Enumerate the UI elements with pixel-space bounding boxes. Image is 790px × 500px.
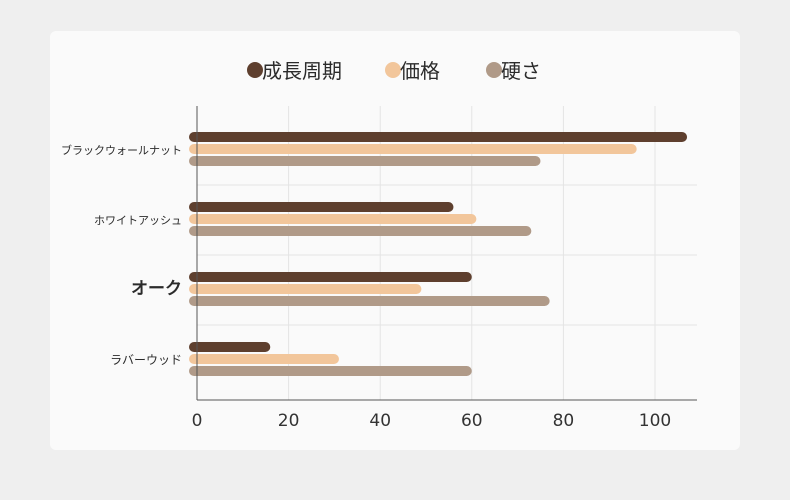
bar bbox=[189, 284, 422, 294]
x-tick-label: 60 bbox=[461, 411, 483, 431]
category-label: ブラックウォールナット bbox=[61, 143, 182, 157]
bar bbox=[189, 366, 472, 376]
chart-card bbox=[50, 31, 740, 450]
bar bbox=[189, 354, 339, 364]
bar bbox=[189, 132, 688, 142]
bar bbox=[189, 144, 637, 154]
legend-swatch-icon bbox=[486, 62, 502, 78]
category-label: オーク bbox=[131, 279, 182, 299]
legend-label: 成長周期 bbox=[262, 59, 342, 83]
category-label: ラバーウッド bbox=[110, 353, 182, 367]
legend-label: 価格 bbox=[400, 59, 440, 83]
x-tick-label: 0 bbox=[192, 411, 203, 431]
x-tick-label: 40 bbox=[369, 411, 391, 431]
bar bbox=[189, 342, 271, 352]
bar bbox=[189, 202, 454, 212]
bar bbox=[189, 214, 477, 224]
legend-swatch-icon bbox=[385, 62, 401, 78]
x-tick-label: 80 bbox=[553, 411, 575, 431]
bar bbox=[189, 272, 472, 282]
legend-label: 硬さ bbox=[501, 59, 541, 83]
bar bbox=[189, 156, 541, 166]
axes bbox=[196, 106, 697, 401]
x-tick-label: 100 bbox=[639, 411, 671, 431]
legend-swatch-icon bbox=[247, 62, 263, 78]
legend: 成長周期 価格 硬さ bbox=[247, 59, 541, 83]
bar bbox=[189, 296, 550, 306]
x-tick-label: 20 bbox=[278, 411, 300, 431]
category-label: ホワイトアッシュ bbox=[94, 214, 182, 227]
bar bbox=[189, 226, 532, 236]
bars bbox=[189, 132, 688, 376]
x-tick-labels: 0 20 40 60 80 100 bbox=[192, 411, 672, 431]
grid-lines bbox=[197, 106, 697, 400]
